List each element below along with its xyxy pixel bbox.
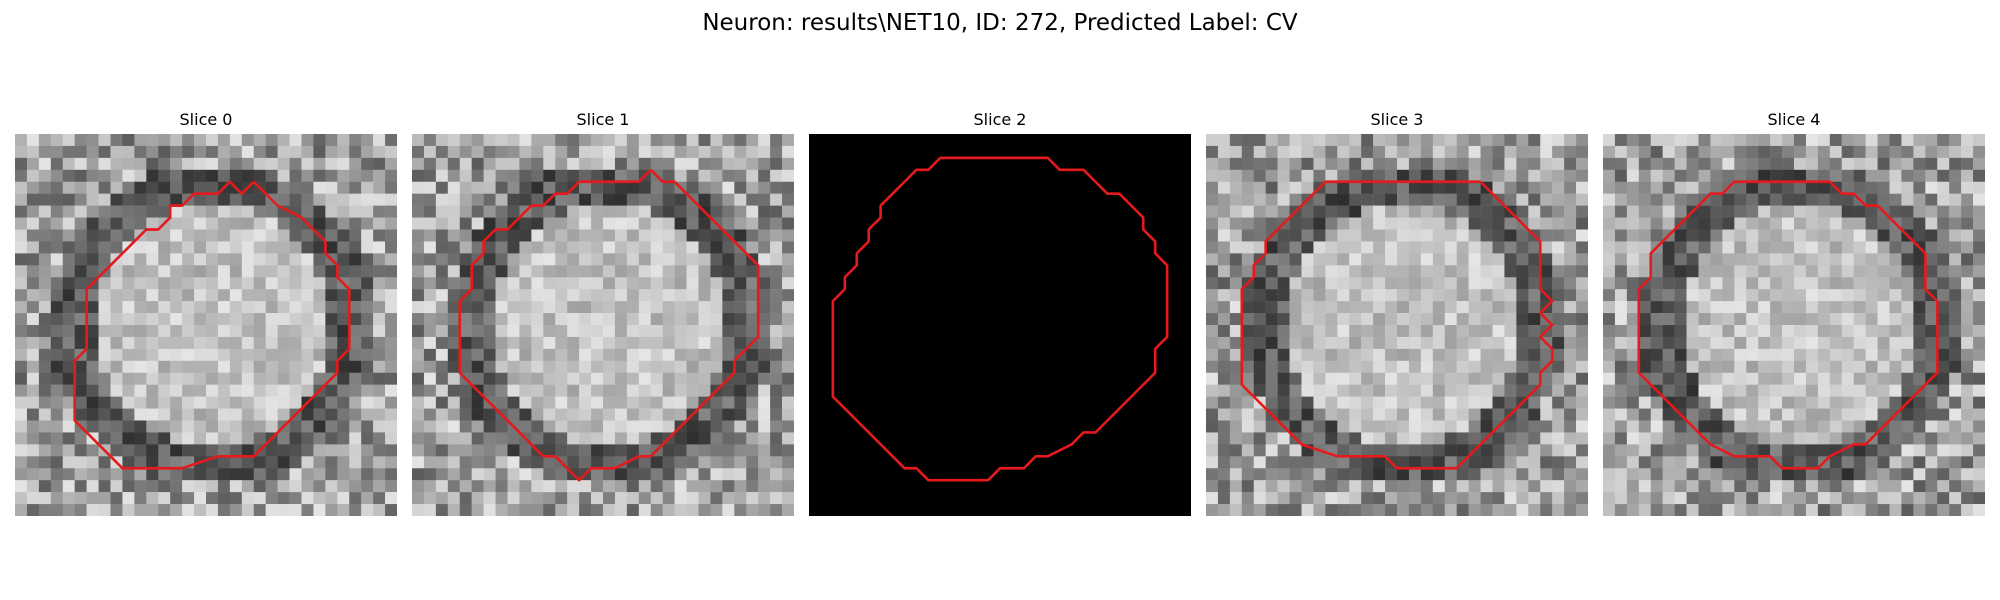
slice-panel-2: Slice 2 xyxy=(809,110,1191,516)
slice-4-contour xyxy=(1637,180,1939,470)
figure-title: Neuron: results\NET10, ID: 272, Predicte… xyxy=(702,10,1298,36)
slice-4-title: Slice 4 xyxy=(1767,110,1821,129)
slice-0-contour xyxy=(73,180,351,470)
slice-4-image xyxy=(1603,134,1985,516)
slice-panel-3: Slice 3 xyxy=(1206,110,1588,516)
slice-panel-1: Slice 1 xyxy=(412,110,794,516)
slice-3-title: Slice 3 xyxy=(1370,110,1424,129)
slice-3-contour xyxy=(1240,180,1554,470)
slice-1-contour xyxy=(458,168,760,482)
slice-2-image xyxy=(809,134,1191,516)
slice-2-title: Slice 2 xyxy=(973,110,1027,129)
slice-3-image xyxy=(1206,134,1588,516)
slice-0-image xyxy=(15,134,397,516)
slice-1-title: Slice 1 xyxy=(576,110,630,129)
slice-1-image xyxy=(412,134,794,516)
slice-2-contour xyxy=(831,156,1169,482)
slice-panel-0: Slice 0 xyxy=(15,110,397,516)
slice-panel-4: Slice 4 xyxy=(1603,110,1985,516)
slice-0-title: Slice 0 xyxy=(179,110,233,129)
